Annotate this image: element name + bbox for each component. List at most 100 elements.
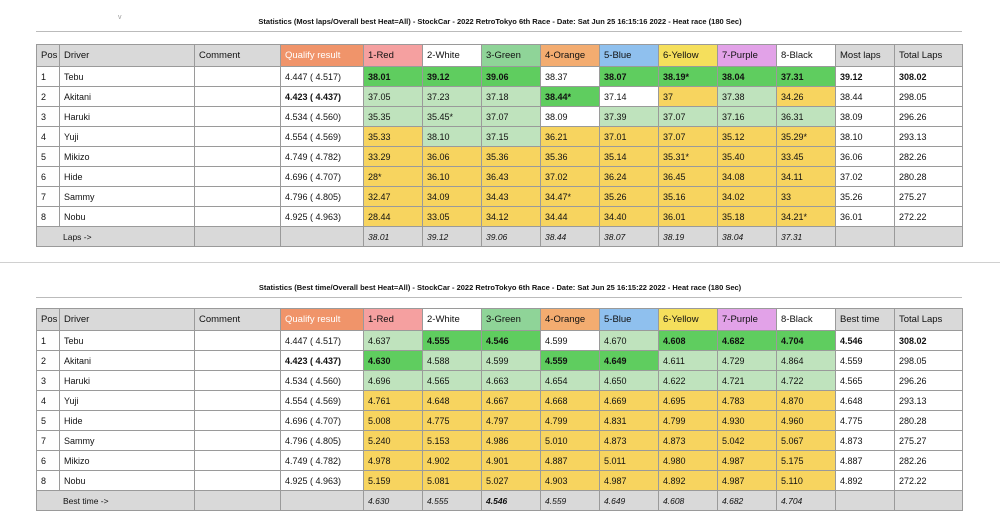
table-cell: 4.797 [481, 410, 541, 431]
table-cell: 36.43 [481, 166, 541, 187]
table-cell: 293.13 [894, 126, 963, 147]
table-cell: 4.831 [599, 410, 659, 431]
footer-value: 39.06 [481, 226, 541, 247]
table-cell: 4.721 [717, 370, 777, 391]
column-header: Pos [36, 308, 60, 331]
column-header: Qualify result [280, 308, 364, 331]
table-cell: 4.986 [481, 430, 541, 451]
table-cell: 4.554 ( 4.569) [280, 390, 364, 411]
table-row: 4 Yuji 4.554 ( 4.569) 35.33 38.10 37.15 36.21 3… [36, 126, 963, 147]
footer-empty [835, 226, 895, 247]
table-cell [194, 370, 281, 391]
table-cell: 6 [36, 166, 60, 187]
table-cell: 35.36 [481, 146, 541, 167]
column-header: 1-Red [363, 44, 423, 67]
column-header: 8-Black [776, 308, 836, 331]
table-row: 5 Mikizo 4.749 ( 4.782) 33.29 36.06 35.36 35.3… [36, 146, 963, 167]
table-cell: 37.07 [658, 126, 718, 147]
table2-title: Statistics (Best time/Overall best Heat=… [258, 283, 742, 292]
table-cell: Hide [59, 166, 195, 187]
table-cell: 4.654 [540, 370, 600, 391]
table-cell: 38.37 [540, 66, 600, 87]
column-header: Driver [59, 44, 195, 67]
table-cell [194, 66, 281, 87]
table-cell: 4.799 [658, 410, 718, 431]
table-cell: 4.761 [363, 390, 423, 411]
table-cell: 5.067 [776, 430, 836, 451]
table-cell: 4.546 [481, 330, 541, 351]
table-cell [194, 410, 281, 431]
table-row: 7 Sammy 4.796 ( 4.805) 5.240 5.153 4.986 5.010… [36, 430, 963, 451]
table-cell: 37.16 [717, 106, 777, 127]
table-cell: 5.011 [599, 450, 659, 471]
table-cell: 293.13 [894, 390, 963, 411]
table-cell: 35.29* [776, 126, 836, 147]
table-cell: 5.159 [363, 470, 423, 491]
table-cell: 4.555 [422, 330, 482, 351]
table-cell: 5.042 [717, 430, 777, 451]
table-cell: 38.09 [540, 106, 600, 127]
table-cell: 272.22 [894, 470, 963, 491]
table-cell: 296.26 [894, 106, 963, 127]
footer-empty [194, 490, 281, 511]
table-cell: 37.01 [599, 126, 659, 147]
column-header: Total Laps [894, 44, 963, 67]
table-cell: 1 [36, 330, 60, 351]
table-cell: Sammy [59, 430, 195, 451]
table-cell: 35.16 [658, 186, 718, 207]
table-cell: 38.07 [599, 66, 659, 87]
header-row: Pos Driver Comment Qualify result 1-Red 2-Whi… [36, 44, 963, 67]
table-cell: 4.447 ( 4.517) [280, 330, 364, 351]
footer-empty [835, 490, 895, 511]
table-cell: 4.873 [658, 430, 718, 451]
table-cell: 7 [36, 186, 60, 207]
table-cell: 4.696 ( 4.707) [280, 410, 364, 431]
footer-value: 38.04 [717, 226, 777, 247]
table-cell: 2 [36, 86, 60, 107]
table-cell: Haruki [59, 370, 195, 391]
table-cell [194, 106, 281, 127]
table-cell [194, 86, 281, 107]
table-cell: 33.45 [776, 146, 836, 167]
table-cell: Hide [59, 410, 195, 431]
table-cell: 308.02 [894, 66, 963, 87]
table-cell: 5.175 [776, 450, 836, 471]
column-header: Comment [194, 308, 281, 331]
table-cell: 4.622 [658, 370, 718, 391]
table-row: 6 Mikizo 4.749 ( 4.782) 4.978 4.902 4.901 4.88… [36, 450, 963, 471]
column-header: 2-White [422, 44, 482, 67]
table-cell: 36.06 [422, 146, 482, 167]
table-cell [194, 146, 281, 167]
table-cell: 4.987 [717, 450, 777, 471]
column-header: Best time [835, 308, 895, 331]
table-cell: 4.423 ( 4.437) [280, 350, 364, 371]
footer-empty [894, 490, 963, 511]
table-row: 1 Tebu 4.447 ( 4.517) 4.637 4.555 4.546 4.599 4… [36, 330, 963, 351]
footer-label: Laps -> [36, 226, 195, 247]
table-row: 8 Nobu 4.925 ( 4.963) 5.159 5.081 5.027 4.903 4… [36, 470, 963, 491]
table-cell: 35.14 [599, 146, 659, 167]
table-row: 2 Akitani 4.423 ( 4.437) 37.05 37.23 37.18 38.… [36, 86, 963, 107]
footer-value: 4.555 [422, 490, 482, 511]
table-cell [194, 186, 281, 207]
table-cell: 38.44 [835, 86, 895, 107]
column-header: 5-Blue [599, 44, 659, 67]
table-cell: 4.729 [717, 350, 777, 371]
table-cell: Mikizo [59, 146, 195, 167]
table-cell: 4.775 [422, 410, 482, 431]
table-cell: 38.19* [658, 66, 718, 87]
table-cell: 35.12 [717, 126, 777, 147]
table-cell: 5 [36, 146, 60, 167]
table-cell: 34.08 [717, 166, 777, 187]
table-cell: Akitani [59, 86, 195, 107]
footer-row: Laps -> 38.01 39.12 39.06 38.44 38.07 38.19 38.… [36, 226, 963, 247]
table1-title: Statistics (Most laps/Overall best Heat=… [258, 17, 742, 26]
table-cell: 39.12 [422, 66, 482, 87]
table-cell: 4.925 ( 4.963) [280, 470, 364, 491]
table-cell: 35.36 [540, 146, 600, 167]
table-cell: 33 [776, 186, 836, 207]
table-cell: 4.722 [776, 370, 836, 391]
table-cell: 4.447 ( 4.517) [280, 66, 364, 87]
table-cell: 4.775 [835, 410, 895, 431]
table-cell: 4.630 [363, 350, 423, 371]
